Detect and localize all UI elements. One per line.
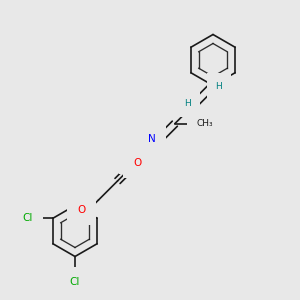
Text: Cl: Cl xyxy=(70,277,80,287)
Text: O: O xyxy=(77,205,86,215)
Text: N: N xyxy=(148,134,156,144)
Text: Cl: Cl xyxy=(22,213,33,223)
Text: O: O xyxy=(134,158,142,168)
Text: H: H xyxy=(216,82,222,91)
Text: H: H xyxy=(184,99,191,108)
Text: H: H xyxy=(141,162,148,171)
Text: CH₃: CH₃ xyxy=(196,119,213,128)
Text: N: N xyxy=(130,154,137,164)
